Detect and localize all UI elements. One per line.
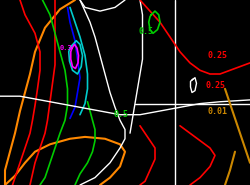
Text: 0.5: 0.5: [139, 27, 154, 36]
Text: 0.3: 0.3: [60, 45, 72, 51]
Text: 0.01: 0.01: [208, 107, 228, 115]
Text: 0.25: 0.25: [205, 81, 225, 90]
Text: 0.25: 0.25: [208, 51, 228, 60]
Text: 0.5: 0.5: [114, 110, 129, 119]
